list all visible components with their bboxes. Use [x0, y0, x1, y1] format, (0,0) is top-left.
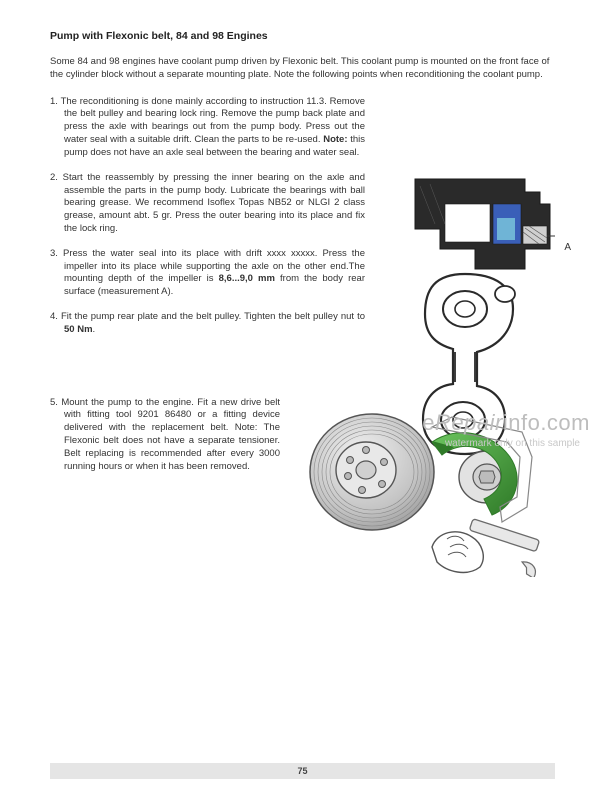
note-label: Note: [323, 134, 347, 145]
page-number-bar: 75 [50, 763, 555, 779]
intro-paragraph: Some 84 and 98 engines have coolant pump… [50, 56, 555, 82]
step-number: 4. [50, 311, 61, 322]
step-2: 2. Start the reassembly by pressing the … [50, 172, 365, 236]
steps-list: 1. The reconditioning is done mainly acc… [50, 96, 365, 337]
step-4: 4. Fit the pump rear plate and the belt … [50, 311, 365, 337]
section-heading: Pump with Flexonic belt, 84 and 98 Engin… [50, 30, 555, 42]
page-container: Pump with Flexonic belt, 84 and 98 Engin… [0, 0, 600, 807]
belt-install-svg [292, 397, 542, 577]
step-text-b: . [93, 324, 96, 335]
step-5: 5. Mount the pump to the engine. Fit a n… [50, 397, 280, 577]
step-number: 5. [50, 397, 61, 408]
step-number: 2. [50, 172, 63, 183]
step-text-a: Fit the pump rear plate and the belt pul… [61, 311, 365, 322]
step-text: Start the reassembly by pressing the inn… [63, 172, 365, 234]
step-text: Mount the pump to the engine. Fit a new … [61, 397, 280, 472]
figure-belt-install [292, 397, 542, 577]
step-number: 3. [50, 248, 63, 259]
page-number: 75 [297, 766, 307, 776]
steps-list-block: 1. The reconditioning is done mainly acc… [50, 96, 365, 337]
step-3: 3. Press the water seal into its place w… [50, 248, 365, 299]
torque-value: 50 Nm [64, 324, 93, 335]
step5-row: 5. Mount the pump to the engine. Fit a n… [50, 397, 555, 577]
figure-label-a: A [564, 242, 571, 253]
step-number: 1. [50, 96, 61, 107]
content-row: A 1. The reconditioning is done mainly a… [50, 96, 555, 337]
step-text-a: The reconditioning is done mainly accord… [61, 96, 365, 145]
impeller-depth: 8,6...9,0 mm [219, 273, 275, 284]
step-1: 1. The reconditioning is done mainly acc… [50, 96, 365, 160]
